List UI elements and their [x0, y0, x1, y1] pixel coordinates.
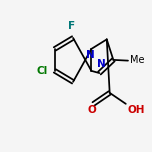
Text: O: O — [88, 105, 97, 115]
Text: F: F — [68, 21, 75, 31]
Text: N: N — [97, 59, 105, 69]
Text: OH: OH — [127, 105, 145, 115]
Text: Me: Me — [130, 55, 145, 65]
Text: N: N — [86, 50, 94, 60]
Text: Cl: Cl — [36, 66, 47, 76]
